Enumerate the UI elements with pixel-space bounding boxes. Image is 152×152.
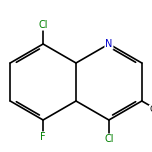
Text: CH₃: CH₃: [149, 105, 152, 114]
Text: Cl: Cl: [104, 134, 114, 144]
Text: Cl: Cl: [38, 20, 48, 30]
Text: N: N: [105, 39, 113, 49]
Text: F: F: [40, 132, 46, 142]
